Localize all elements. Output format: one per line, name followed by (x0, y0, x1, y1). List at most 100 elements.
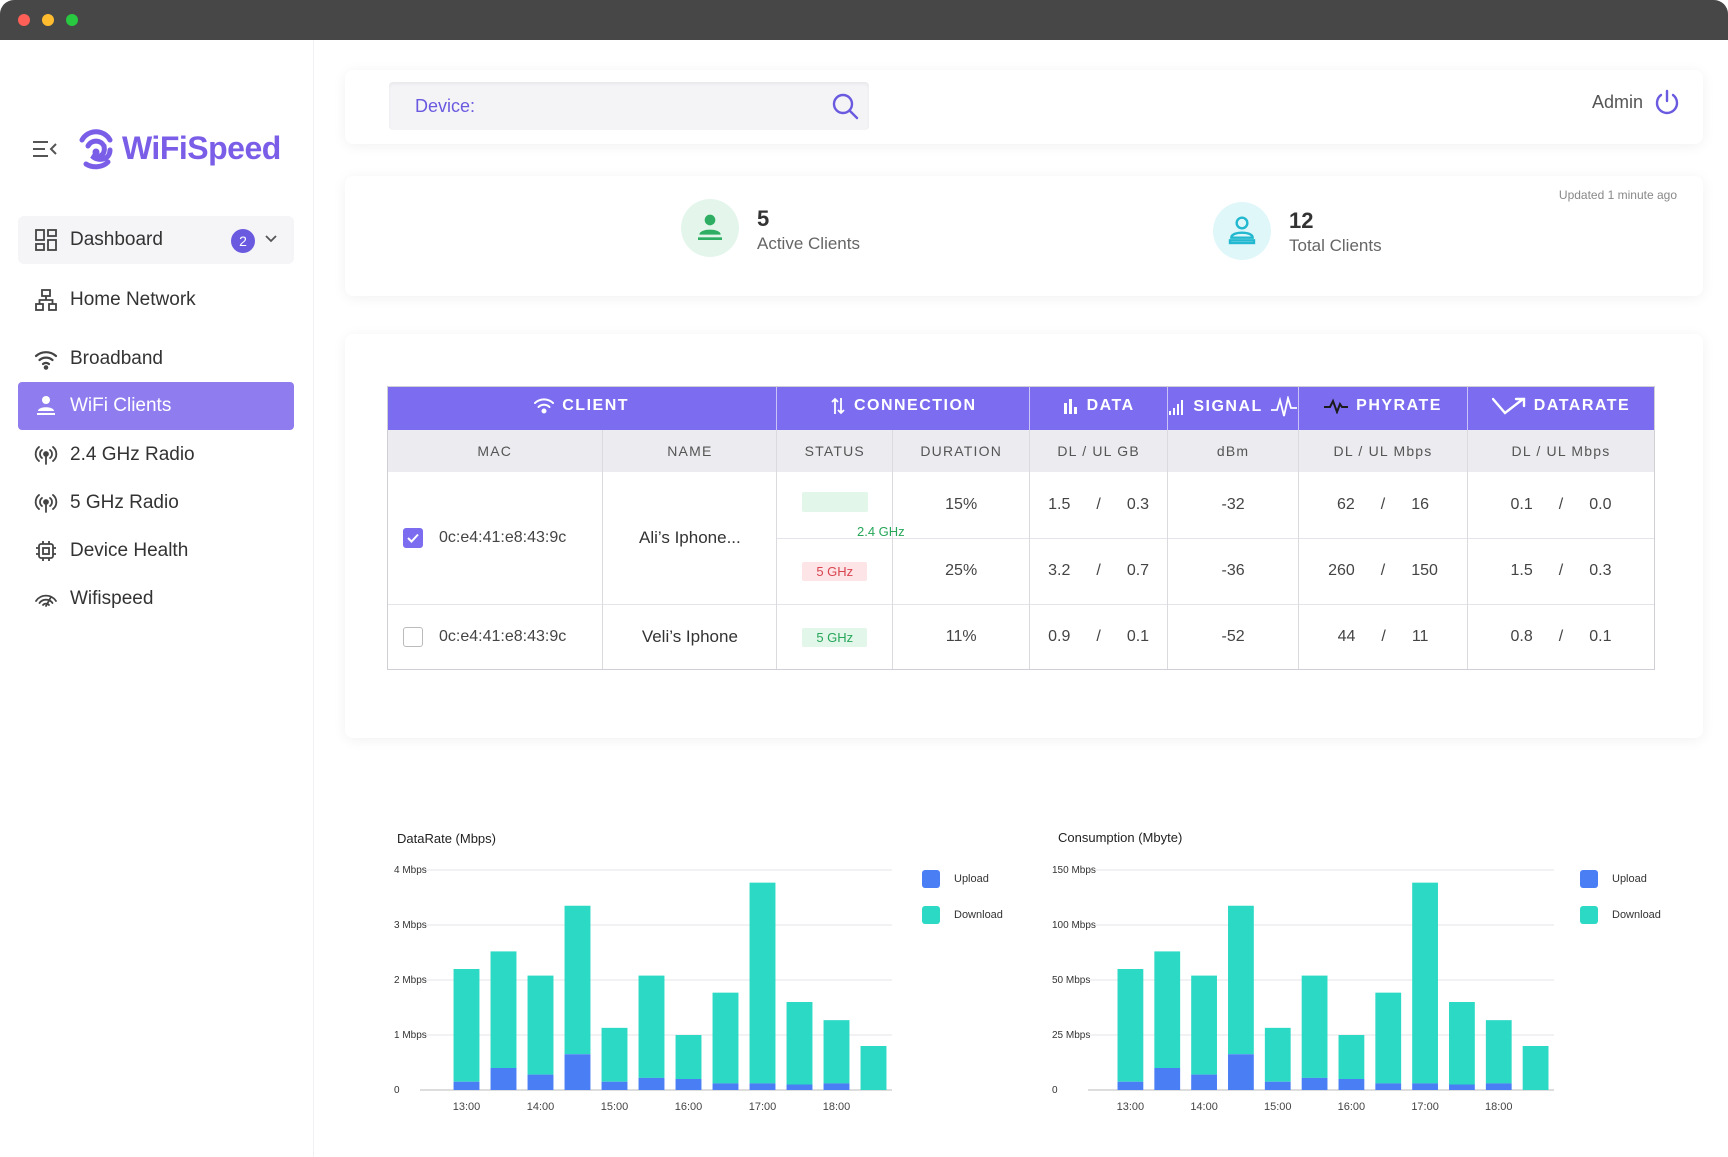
bar-upload[interactable] (712, 1083, 739, 1090)
bar-upload[interactable] (1485, 1083, 1512, 1090)
minimize-window-button[interactable] (42, 14, 54, 26)
mac-cell: 0c:e4:41:e8:43:9c (387, 603, 604, 670)
row-select-checkbox[interactable] (403, 627, 423, 648)
column-header-status[interactable]: STATUS (776, 430, 894, 472)
bar-download[interactable] (1338, 1035, 1365, 1079)
bar-upload[interactable] (601, 1081, 628, 1090)
bar-download[interactable] (601, 1027, 628, 1082)
chevron-down-icon[interactable] (264, 232, 278, 246)
y-tick-label: 4 Mbps (394, 865, 427, 876)
column-header-data[interactable]: DL / UL GB (1029, 430, 1169, 472)
x-tick-label: 13:00 (1117, 1101, 1145, 1113)
maximize-window-button[interactable] (66, 14, 78, 26)
bar-upload[interactable] (675, 1079, 702, 1090)
bar-download[interactable] (1264, 1027, 1291, 1082)
bar-upload[interactable] (490, 1068, 517, 1090)
table-row[interactable]: 5 GHz 25% 3.2/0.7 -36 260/150 1.5/0.3 (387, 537, 1656, 604)
sidebar-item-device-health[interactable]: Device Health (18, 527, 294, 575)
bar-upload[interactable] (453, 1081, 480, 1090)
bar-download[interactable] (453, 969, 480, 1082)
datarate-chart-plot: 0 1 Mbps 2 Mbps 3 Mbps 4 Mbps 13:00 14:00 15:00… (394, 865, 892, 1113)
bar-upload[interactable] (1338, 1079, 1365, 1090)
bar-upload[interactable] (527, 1074, 554, 1090)
bar-download[interactable] (1375, 992, 1402, 1084)
column-header-signal[interactable]: dBm (1167, 430, 1300, 472)
bar-download[interactable] (1412, 882, 1438, 1084)
bar-upload[interactable] (1375, 1083, 1402, 1090)
bar-upload[interactable] (564, 1054, 591, 1090)
bar-download[interactable] (564, 905, 591, 1055)
menu-collapse-icon[interactable] (33, 140, 57, 158)
sidebar-item-5-ghz-radio[interactable]: 5 GHz Radio (18, 479, 294, 527)
bar-upload[interactable] (1264, 1081, 1291, 1090)
logo[interactable]: WiFiSpeed (76, 126, 281, 170)
bar-upload[interactable] (823, 1083, 850, 1090)
signal-cell: -36 (1167, 537, 1300, 604)
sidebar-item-broadband[interactable]: Broadband (18, 335, 294, 383)
legend-upload[interactable]: Upload (922, 870, 989, 888)
sidebar-item-wifispeed[interactable]: Wifispeed (18, 575, 294, 623)
bar-download[interactable] (1191, 975, 1217, 1075)
close-window-button[interactable] (18, 14, 30, 26)
column-header-name[interactable]: NAME (602, 430, 778, 472)
group-header-connection: CONNECTION (776, 386, 1031, 430)
device-search-input[interactable] (415, 95, 795, 117)
status-pill-empty (801, 492, 868, 513)
bar-download[interactable] (1228, 905, 1254, 1055)
dashboard-grid-icon (35, 229, 57, 251)
user-name: Admin (1591, 91, 1643, 112)
bar-download[interactable] (749, 882, 776, 1084)
power-icon[interactable] (1653, 88, 1681, 116)
sidebar-item-dashboard[interactable]: Dashboard 2 (18, 216, 294, 264)
bar-download[interactable] (1449, 1002, 1475, 1085)
client-name[interactable]: Ali’s Iphone... (638, 527, 741, 547)
bar-download[interactable] (1154, 951, 1181, 1068)
heartbeat-icon (1324, 398, 1349, 414)
bar-upload[interactable] (1301, 1077, 1328, 1090)
bar-download[interactable] (490, 951, 517, 1068)
bar-upload[interactable] (638, 1077, 665, 1090)
user-menu[interactable]: Admin (1592, 88, 1681, 116)
checkmark-icon (407, 533, 419, 543)
bar-download[interactable] (1301, 975, 1328, 1078)
bar-download[interactable] (675, 1035, 702, 1079)
bar-download[interactable] (638, 975, 665, 1078)
bar-download[interactable] (786, 1002, 813, 1085)
signal-cell: -32 (1167, 472, 1300, 538)
bar-upload[interactable] (749, 1083, 776, 1090)
bar-download[interactable] (860, 1046, 887, 1090)
signal-bars-icon (1169, 400, 1184, 415)
table-row[interactable]: 0c:e4:41:e8:43:9c Veli’s Iphone 5 GHz 11… (387, 603, 1656, 670)
client-name[interactable]: Veli’s Iphone (641, 627, 738, 647)
legend-download[interactable]: Download (922, 906, 1003, 924)
column-header-duration[interactable]: DURATION (892, 430, 1031, 472)
speed-wifi-icon (35, 594, 57, 607)
sidebar-item-home-network[interactable]: Home Network (18, 276, 294, 324)
bar-upload[interactable] (1117, 1081, 1144, 1090)
legend-download[interactable]: Download (1580, 906, 1661, 924)
bar-download[interactable] (712, 992, 739, 1084)
sidebar-item-wifi-clients[interactable]: WiFi Clients (18, 382, 294, 430)
column-header-mac[interactable]: MAC (387, 430, 604, 472)
bar-upload[interactable] (1154, 1068, 1181, 1090)
chart-title: Consumption (Mbyte) (1058, 830, 1183, 845)
bar-download[interactable] (1485, 1020, 1512, 1084)
bar-download[interactable] (1117, 969, 1144, 1082)
bar-upload[interactable] (1412, 1083, 1438, 1090)
column-header-phyrate[interactable]: DL / UL Mbps (1298, 430, 1468, 472)
bar-download[interactable] (1522, 1046, 1549, 1090)
bar-upload[interactable] (1191, 1074, 1217, 1090)
row-select-checkbox[interactable] (403, 527, 423, 548)
sidebar-item-2-4-ghz-radio[interactable]: 2.4 GHz Radio (18, 431, 294, 479)
table-row[interactable]: 0c:e4:41:e8:43:9c Ali’s Iphone... 15% 1.… (387, 472, 1656, 604)
status-pill-5ghz: 5 GHz (802, 561, 868, 581)
bar-download[interactable] (823, 1020, 850, 1084)
legend-upload[interactable]: Upload (1580, 870, 1647, 888)
bar-download[interactable] (527, 975, 554, 1075)
column-header-datarate[interactable]: DL / UL Mbps (1467, 430, 1656, 472)
bar-upload[interactable] (1449, 1084, 1475, 1091)
bar-upload[interactable] (786, 1084, 813, 1091)
search-icon[interactable] (831, 92, 859, 120)
bar-upload[interactable] (1228, 1054, 1254, 1090)
mac-cell: 0c:e4:41:e8:43:9c (387, 472, 604, 604)
